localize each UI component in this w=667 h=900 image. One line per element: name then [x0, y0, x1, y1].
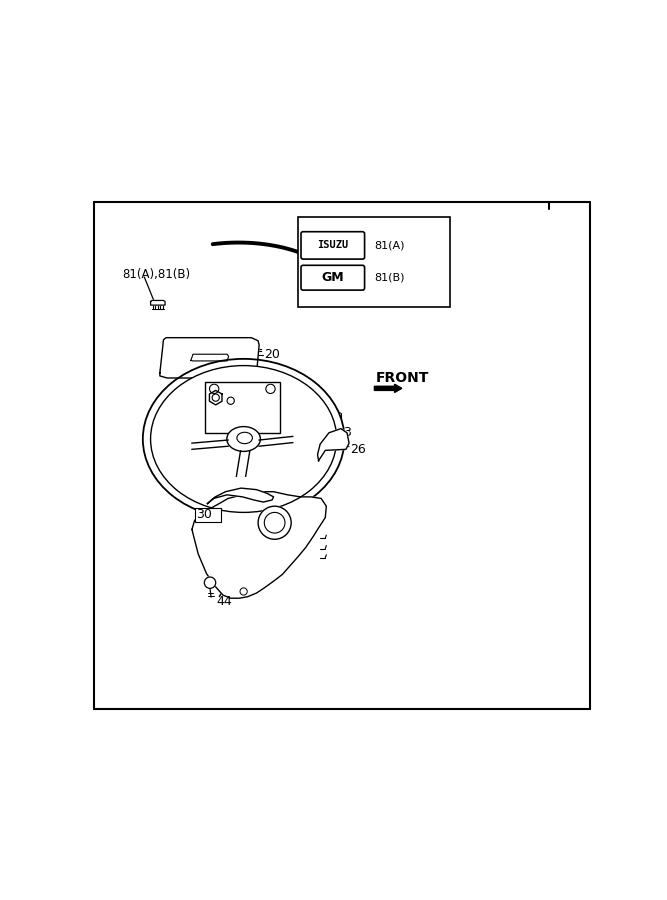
Text: 44: 44	[217, 595, 233, 608]
Text: 81(B): 81(B)	[374, 273, 404, 283]
Circle shape	[258, 506, 291, 539]
Text: 11: 11	[305, 401, 320, 415]
Text: 30: 30	[196, 508, 212, 521]
Bar	[205, 382, 280, 433]
Ellipse shape	[237, 432, 252, 444]
Bar	[298, 217, 450, 307]
Ellipse shape	[227, 427, 260, 452]
Circle shape	[264, 512, 285, 533]
Polygon shape	[151, 301, 165, 305]
Text: 9: 9	[322, 414, 330, 427]
Text: 26: 26	[350, 443, 366, 455]
Polygon shape	[192, 491, 326, 598]
Circle shape	[266, 384, 275, 393]
Circle shape	[240, 588, 247, 595]
Polygon shape	[374, 384, 402, 392]
Bar	[195, 508, 221, 522]
Text: GM: GM	[321, 271, 344, 284]
FancyBboxPatch shape	[301, 266, 365, 290]
Text: 5: 5	[237, 389, 245, 402]
Text: ISUZU: ISUZU	[317, 240, 348, 250]
FancyBboxPatch shape	[301, 231, 365, 259]
Text: 3: 3	[343, 427, 351, 439]
Text: 81(A): 81(A)	[374, 240, 404, 250]
Circle shape	[209, 384, 219, 393]
Circle shape	[227, 397, 234, 404]
Polygon shape	[209, 391, 222, 405]
Text: 81(A),81(B): 81(A),81(B)	[122, 268, 190, 281]
Circle shape	[204, 577, 215, 589]
Text: FRONT: FRONT	[376, 371, 429, 385]
Ellipse shape	[143, 359, 344, 519]
Polygon shape	[317, 428, 349, 461]
Polygon shape	[207, 488, 273, 504]
Polygon shape	[160, 338, 259, 378]
Ellipse shape	[151, 365, 337, 512]
Text: 20: 20	[264, 348, 280, 361]
